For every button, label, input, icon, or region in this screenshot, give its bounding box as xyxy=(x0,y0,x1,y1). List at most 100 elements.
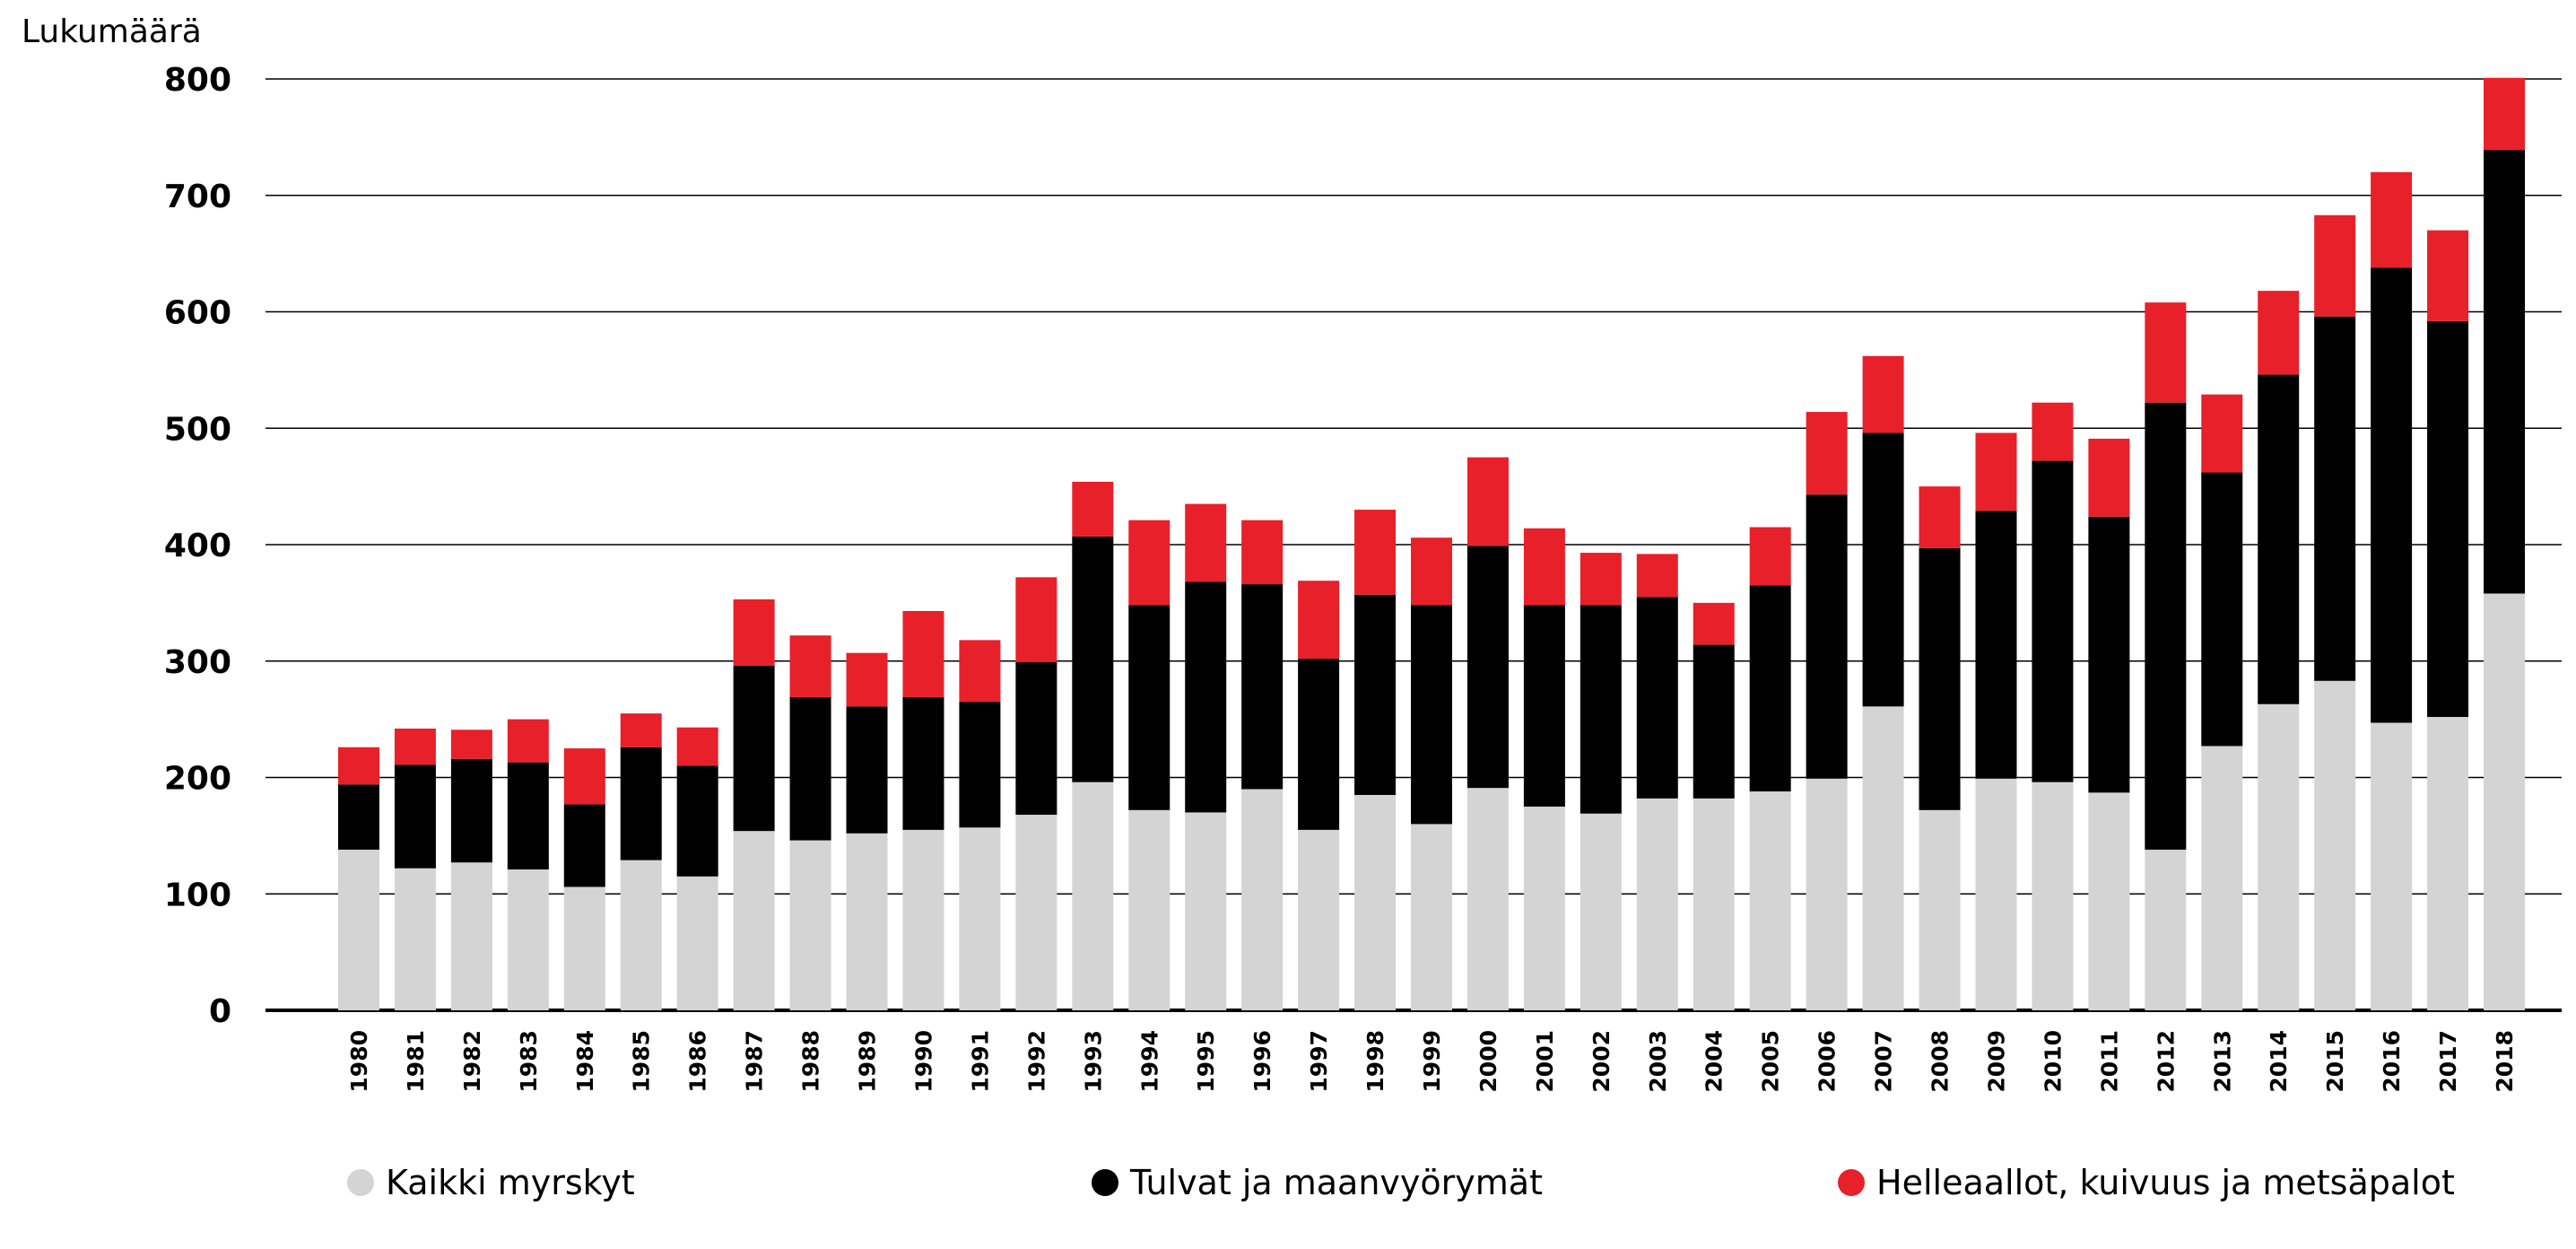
bar-segment-series-2 xyxy=(959,640,1001,703)
bar-segment-series-2 xyxy=(1862,355,1904,433)
bar-segment-series-0 xyxy=(450,862,492,1010)
bar-segment-series-0 xyxy=(1749,791,1791,1010)
bar-segment-series-0 xyxy=(1862,706,1904,1010)
y-tick-label: 500 xyxy=(164,411,231,448)
legend-label: Kaikki myrskyt xyxy=(386,1163,635,1202)
x-tick-labels: 1980 1981 1982 1983 1984 1985 1986 1987 1988 1989… xyxy=(346,1030,2518,1093)
x-tick-label: 1985 xyxy=(629,1030,655,1093)
bar-segment-series-0 xyxy=(1975,778,2017,1010)
bar-segment-series-0 xyxy=(563,887,605,1010)
bar-segment-series-1 xyxy=(2258,374,2300,704)
x-tick-label: 1983 xyxy=(516,1030,542,1093)
y-tick-label: 800 xyxy=(164,62,231,99)
bar-segment-series-1 xyxy=(338,784,379,850)
bar-segment-series-1 xyxy=(1693,644,1735,799)
bar-stack-1989 xyxy=(846,652,888,1010)
bar-segment-series-0 xyxy=(2427,717,2469,1010)
bar-stack-1996 xyxy=(1241,520,1284,1010)
bar-stack-2007 xyxy=(1862,355,1904,1010)
bar-segment-series-2 xyxy=(2032,402,2074,461)
x-tick-label: 1986 xyxy=(685,1030,711,1093)
x-tick-label: 2016 xyxy=(2379,1030,2405,1093)
x-tick-label: 1995 xyxy=(1193,1030,1219,1093)
bar-segment-series-1 xyxy=(733,665,775,832)
bar-segment-series-0 xyxy=(1636,798,1678,1010)
x-tick-label: 1981 xyxy=(403,1030,429,1093)
bar-stack-1980 xyxy=(338,747,379,1010)
bar-segment-series-2 xyxy=(1354,510,1397,595)
bar-segment-series-2 xyxy=(1015,577,1057,663)
bar-segment-series-2 xyxy=(450,729,492,759)
x-tick-label: 2015 xyxy=(2322,1030,2348,1093)
bar-segment-series-1 xyxy=(1919,547,1961,810)
bar-segment-series-2 xyxy=(2145,302,2187,403)
bar-stack-2017 xyxy=(2427,230,2469,1010)
bar-segment-series-1 xyxy=(2371,267,2413,723)
bar-segment-series-2 xyxy=(1466,457,1509,546)
bar-segment-series-1 xyxy=(1411,605,1452,825)
legend-swatch xyxy=(1092,1169,1118,1196)
bar-segment-series-0 xyxy=(1919,809,1961,1010)
x-tick-label: 2010 xyxy=(2040,1030,2066,1093)
bar-segment-series-0 xyxy=(1241,789,1284,1010)
legend-label: Tulvat ja maanvyörymät xyxy=(1129,1163,1543,1202)
bar-segment-series-1 xyxy=(1975,511,2017,779)
y-axis-label: Lukumäärä xyxy=(22,13,202,50)
legend-item: Helleaallot, kuivuus ja metsäpalot xyxy=(1838,1163,2455,1202)
bar-segment-series-0 xyxy=(2201,746,2243,1010)
bar-stack-2005 xyxy=(1749,527,1791,1010)
bar-segment-series-2 xyxy=(563,748,605,805)
bar-stack-1981 xyxy=(394,729,436,1010)
bar-segment-series-2 xyxy=(1636,554,1678,598)
x-tick-label: 1990 xyxy=(910,1030,936,1093)
bar-stack-1985 xyxy=(620,713,662,1010)
bar-segment-series-1 xyxy=(1354,594,1397,795)
x-tick-label: 1980 xyxy=(346,1030,372,1093)
bar-segment-series-2 xyxy=(1580,553,1622,606)
bar-segment-series-2 xyxy=(1411,537,1452,606)
bar-segment-series-2 xyxy=(1072,481,1114,537)
bar-segment-series-2 xyxy=(2484,77,2525,151)
bar-stack-2006 xyxy=(1806,412,1848,1010)
bar-segment-series-0 xyxy=(959,827,1001,1010)
bar-segment-series-1 xyxy=(1636,597,1678,799)
bar-segment-series-0 xyxy=(620,860,662,1010)
bar-stack-2018 xyxy=(2484,77,2525,1010)
bar-segment-series-0 xyxy=(1580,813,1622,1010)
x-tick-label: 2001 xyxy=(1532,1030,1558,1093)
y-tick-label: 300 xyxy=(164,644,231,681)
bar-stack-2015 xyxy=(2314,214,2356,1010)
bar-segment-series-0 xyxy=(2145,849,2187,1010)
bar-segment-series-1 xyxy=(902,696,944,830)
bar-segment-series-1 xyxy=(394,764,436,869)
bar-segment-series-2 xyxy=(1975,432,2017,511)
bar-segment-series-1 xyxy=(959,702,1001,828)
bar-segment-series-1 xyxy=(620,747,662,860)
bar-segment-series-2 xyxy=(1806,412,1848,495)
x-tick-label: 1984 xyxy=(572,1030,598,1093)
legend-label: Helleaallot, kuivuus ja metsäpalot xyxy=(1876,1163,2455,1202)
bar-segment-series-0 xyxy=(1693,798,1735,1010)
bar-segment-series-1 xyxy=(2145,402,2187,850)
bar-stack-1999 xyxy=(1411,537,1452,1010)
x-tick-label: 1997 xyxy=(1306,1030,1332,1093)
bar-segment-series-0 xyxy=(1128,809,1171,1010)
y-tick-label: 100 xyxy=(164,877,231,913)
legend-swatch xyxy=(347,1169,374,1196)
legend-swatch xyxy=(1838,1169,1865,1196)
y-tick-label: 700 xyxy=(164,179,231,215)
y-tick-label: 0 xyxy=(209,993,231,1030)
bar-stack-2014 xyxy=(2258,291,2300,1010)
y-tick-labels: 0 100 200 300 400 500 600 700 800 xyxy=(164,62,231,1030)
x-tick-label: 1992 xyxy=(1023,1030,1049,1093)
bar-segment-series-2 xyxy=(1185,503,1227,582)
x-tick-label: 2000 xyxy=(1475,1030,1501,1093)
y-tick-label: 600 xyxy=(164,295,231,332)
bar-segment-series-2 xyxy=(1128,520,1171,606)
bar-segment-series-1 xyxy=(1015,662,1057,816)
bar-stack-1983 xyxy=(507,719,549,1010)
bar-segment-series-2 xyxy=(1919,486,1961,548)
bar-stack-1984 xyxy=(563,748,605,1010)
bar-stack-1991 xyxy=(959,640,1001,1010)
bar-segment-series-1 xyxy=(846,706,888,834)
